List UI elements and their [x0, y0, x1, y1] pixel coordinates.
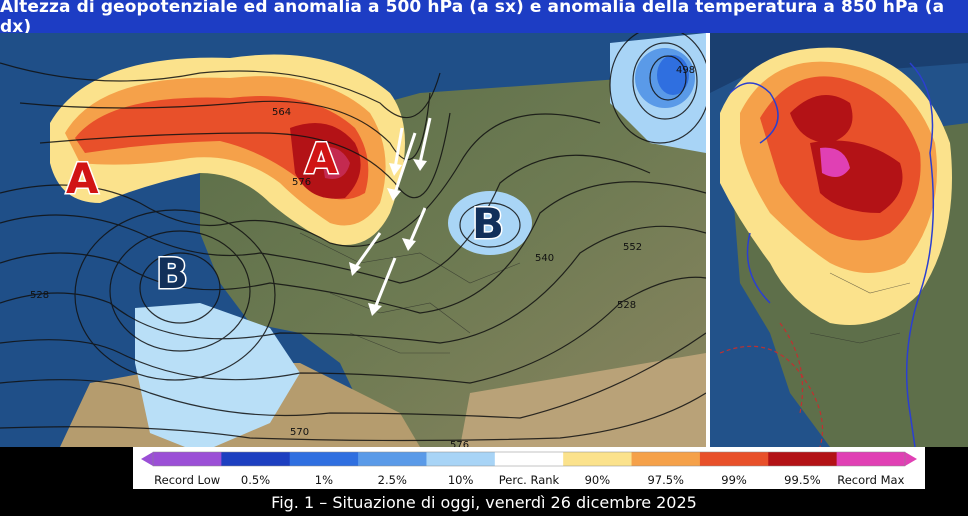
legend-label: 10%: [447, 473, 474, 487]
contour-label: 576: [292, 177, 311, 188]
legend-swatch: [358, 452, 427, 466]
legend-label: 2.5%: [377, 473, 407, 487]
legend-swatch: [768, 452, 838, 466]
legend-swatch: [631, 452, 701, 466]
contour-label: 552: [623, 242, 642, 253]
figure-caption: Fig. 1 – Situazione di oggi, venerdì 26 …: [271, 493, 697, 512]
legend-swatch: [141, 452, 153, 466]
contour-label: 576: [450, 440, 469, 447]
legend-label: 97.5%: [647, 473, 684, 487]
map-divider: [706, 33, 710, 447]
legend-label: Record Low: [154, 473, 221, 487]
legend-swatch: [426, 452, 496, 466]
contour-label: 528: [30, 290, 49, 301]
temperature-anomaly-map: [710, 33, 968, 447]
legend-label: Record Max: [837, 473, 905, 487]
legend-label: 0.5%: [240, 473, 271, 487]
contour-label: 570: [290, 427, 309, 438]
legend-label: 99.5%: [784, 473, 821, 487]
legend-swatch: [836, 452, 906, 466]
legend-label: 90%: [584, 473, 611, 487]
legend-swatch: [221, 452, 291, 466]
contour-label: 498: [676, 65, 695, 76]
contour-label: 540: [535, 253, 554, 264]
legend-swatch: [153, 452, 222, 466]
legend-swatch: [563, 452, 633, 466]
legend-swatch: [494, 452, 564, 466]
legend-bar: [141, 451, 917, 467]
legend-swatch: [289, 452, 359, 466]
low-pressure-label: B: [156, 249, 188, 298]
legend-swatch: [699, 452, 769, 466]
legend-label: Perc. Rank: [498, 473, 560, 487]
figure-title: Altezza di geopotenziale ed anomalia a 5…: [0, 0, 968, 37]
contour-label: 528: [617, 300, 636, 311]
legend-label: 1%: [314, 473, 334, 487]
low-pressure-label: B: [472, 199, 504, 248]
legend-label: 99%: [721, 473, 747, 487]
legend-swatch: [905, 452, 917, 466]
color-legend: Record Low 0.5% 1% 2.5% 10% Perc. Rank 90% 97.5…: [133, 447, 925, 489]
high-pressure-label: A: [305, 134, 338, 183]
high-pressure-label: A: [66, 154, 99, 203]
contour-label: 564: [272, 107, 291, 118]
geopotential-map: 564 576 552 540 528 570 576 498 528 A A …: [0, 33, 706, 447]
